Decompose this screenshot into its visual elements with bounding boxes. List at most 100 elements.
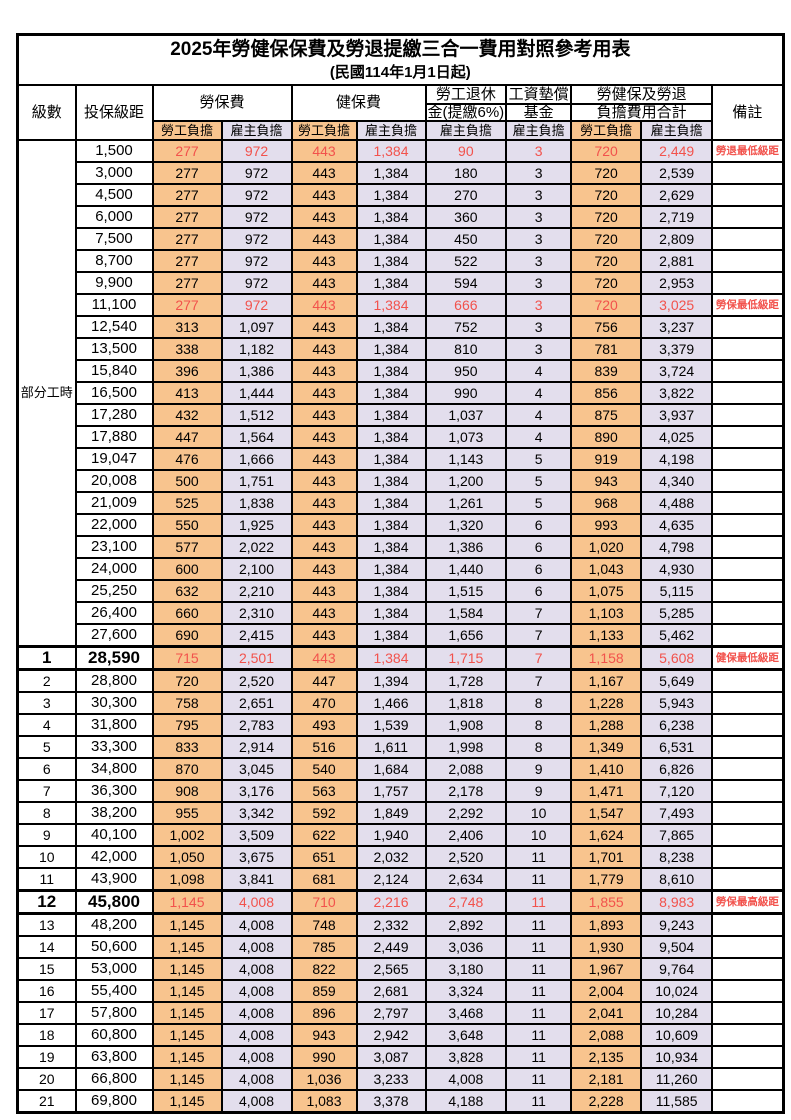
pension-employer-cell: 950 <box>424 358 508 383</box>
health-employer-cell: 1,384 <box>355 380 427 405</box>
labor-employee-cell: 1,145 <box>151 1022 223 1047</box>
health-employer-cell: 1,384 <box>355 446 427 471</box>
bracket-cell: 34,800 <box>74 756 154 781</box>
total-employer-cell: 6,826 <box>640 756 714 781</box>
header-health-insurance: 健保費 <box>290 83 427 122</box>
health-employee-cell: 443 <box>290 468 358 493</box>
bracket-cell: 66,800 <box>74 1066 154 1091</box>
health-employee-cell: 748 <box>290 912 358 937</box>
table-row: 3,000 277 972 443 1,384 180 3 720 2,539 <box>18 160 785 185</box>
pension-employer-cell: 522 <box>424 248 508 273</box>
labor-employer-cell: 3,675 <box>220 844 293 869</box>
pension-employer-cell: 1,584 <box>424 600 508 625</box>
bracket-cell: 21,009 <box>74 490 154 515</box>
fund-employer-cell: 11 <box>505 912 573 937</box>
health-employee-cell: 443 <box>290 402 358 427</box>
remark-cell <box>711 956 785 981</box>
level-cell: 14 <box>16 934 77 959</box>
pension-employer-cell: 360 <box>424 204 508 229</box>
remark-cell <box>711 160 785 185</box>
remark-cell <box>711 248 785 273</box>
labor-employer-cell: 4,008 <box>220 934 293 959</box>
labor-employer-cell: 2,210 <box>220 578 293 603</box>
level-cell: 11 <box>16 866 77 891</box>
health-employee-cell: 443 <box>290 358 358 383</box>
bracket-cell: 31,800 <box>74 712 154 737</box>
total-employer-cell: 11,585 <box>640 1088 714 1113</box>
level-cell: 2 <box>16 668 77 693</box>
subheader-fund-employer: 雇主負擔 <box>505 119 573 141</box>
total-employee-cell: 1,133 <box>570 622 643 647</box>
health-employee-cell: 493 <box>290 712 358 737</box>
remark-cell <box>711 800 785 825</box>
total-employer-cell: 7,865 <box>640 822 714 847</box>
table-row: 11,100 277 972 443 1,384 666 3 720 3,025 勞保最低級距 <box>18 292 785 317</box>
total-employee-cell: 1,624 <box>570 822 643 847</box>
pension-employer-cell: 1,073 <box>424 424 508 449</box>
total-employee-cell: 2,228 <box>570 1088 643 1113</box>
table-row: 6,000 277 972 443 1,384 360 3 720 2,719 <box>18 204 785 229</box>
labor-employer-cell: 972 <box>220 138 293 163</box>
health-employer-cell: 1,384 <box>355 336 427 361</box>
health-employer-cell: 1,384 <box>355 226 427 251</box>
table-row: 9 40,100 1,002 3,509 622 1,940 2,406 10 1,624 7,8… <box>16 822 785 847</box>
header-total-top: 勞健保及勞退 <box>570 83 714 105</box>
fund-employer-cell: 5 <box>505 490 573 515</box>
labor-employer-cell: 972 <box>220 160 293 185</box>
fund-employer-cell: 11 <box>505 1022 573 1047</box>
labor-employee-cell: 1,145 <box>151 978 223 1003</box>
remark-cell <box>711 1088 785 1113</box>
pension-employer-cell: 2,406 <box>424 822 508 847</box>
bracket-cell: 3,000 <box>74 160 154 185</box>
total-employee-cell: 1,158 <box>570 644 643 671</box>
bracket-cell: 24,000 <box>74 556 154 581</box>
level-cell: 20 <box>16 1066 77 1091</box>
labor-employee-cell: 955 <box>151 800 223 825</box>
level-cell: 18 <box>16 1022 77 1047</box>
remark-cell <box>711 778 785 803</box>
subheader-pension-employer: 雇主負擔 <box>424 119 508 141</box>
pension-employer-cell: 180 <box>424 160 508 185</box>
table-row: 4,500 277 972 443 1,384 270 3 720 2,629 <box>18 182 785 207</box>
table-row: 26,400 660 2,310 443 1,384 1,584 7 1,103 5,285 <box>18 600 785 625</box>
premium-reference-table: 2025年勞健保保費及勞退提繳三合一費用對照參考用表 (民國114年1月1日起)… <box>16 33 785 1114</box>
table-title-block: 2025年勞健保保費及勞退提繳三合一費用對照參考用表 (民國114年1月1日起) <box>16 33 785 86</box>
remark-cell: 健保最低級距 <box>711 644 785 671</box>
bracket-cell: 23,100 <box>74 534 154 559</box>
labor-employee-cell: 908 <box>151 778 223 803</box>
total-employee-cell: 720 <box>570 292 643 317</box>
bracket-cell: 60,800 <box>74 1022 154 1047</box>
fund-employer-cell: 7 <box>505 644 573 671</box>
labor-employer-cell: 2,501 <box>220 644 293 671</box>
total-employee-cell: 1,228 <box>570 690 643 715</box>
total-employee-cell: 2,181 <box>570 1066 643 1091</box>
remark-cell <box>711 1022 785 1047</box>
total-employer-cell: 3,025 <box>640 292 714 317</box>
fund-employer-cell: 8 <box>505 690 573 715</box>
level-cell: 1 <box>16 644 77 671</box>
health-employer-cell: 2,942 <box>355 1022 427 1047</box>
remark-cell <box>711 668 785 693</box>
table-row: 6 34,800 870 3,045 540 1,684 2,088 9 1,410 6,826 <box>16 756 785 781</box>
table-row: 21 69,800 1,145 4,008 1,083 3,378 4,188 11 2,228… <box>16 1088 785 1113</box>
total-employee-cell: 720 <box>570 160 643 185</box>
labor-employee-cell: 313 <box>151 314 223 339</box>
total-employee-cell: 875 <box>570 402 643 427</box>
remark-cell <box>711 978 785 1003</box>
table-row: 13,500 338 1,182 443 1,384 810 3 781 3,379 <box>18 336 785 361</box>
labor-employee-cell: 277 <box>151 270 223 295</box>
labor-employee-cell: 1,145 <box>151 956 223 981</box>
table-row: 27,600 690 2,415 443 1,384 1,656 7 1,133 5,462 <box>18 622 785 647</box>
labor-employer-cell: 1,182 <box>220 336 293 361</box>
level-cell: 16 <box>16 978 77 1003</box>
health-employee-cell: 470 <box>290 690 358 715</box>
total-employer-cell: 5,285 <box>640 600 714 625</box>
table-row: 16 55,400 1,145 4,008 859 2,681 3,324 11 2,004 10… <box>16 978 785 1003</box>
subheader-health-employer: 雇主負擔 <box>355 119 427 141</box>
pension-employer-cell: 1,200 <box>424 468 508 493</box>
total-employer-cell: 4,025 <box>640 424 714 449</box>
level-cell: 10 <box>16 844 77 869</box>
total-employer-cell: 5,608 <box>640 644 714 671</box>
fund-employer-cell: 6 <box>505 578 573 603</box>
remark-cell <box>711 622 785 647</box>
